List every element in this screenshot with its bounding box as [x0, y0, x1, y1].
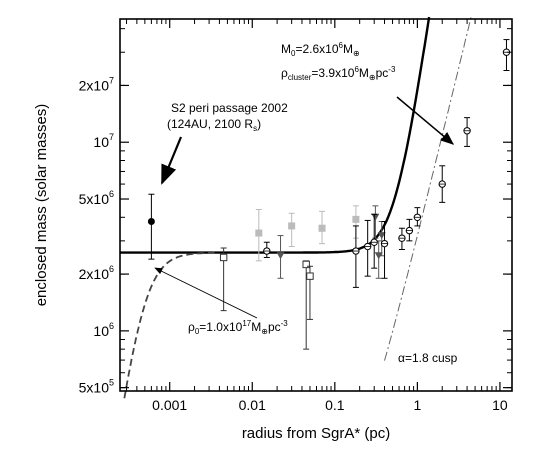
m0-label: M0=2.6x106M⊕ [281, 41, 360, 58]
core-density-annotation: ρ0=1.0x1017M⊕pc-3 [154, 267, 288, 336]
rho0-label: ρ0=1.0x1017M⊕pc-3 [188, 319, 288, 336]
s2-annotation: S2 peri passage 2002 (124AU, 2100 Rs) [160, 101, 288, 185]
fit-arrow [396, 96, 455, 145]
dense-core-curve [123, 251, 215, 399]
data-point-open-square [306, 272, 314, 280]
x-tick-label: 10 [492, 397, 508, 413]
y-tick-label: 2x106 [79, 264, 114, 282]
x-tick-label: 0.1 [325, 397, 345, 413]
x-tick-label: 0.001 [152, 397, 187, 413]
data-point-filled-square [352, 215, 360, 223]
data-points [147, 39, 511, 350]
point-mass-plus-cluster-curve [120, 16, 431, 254]
x-tick-label: 0.01 [239, 397, 266, 413]
y-tick-label: 106 [93, 321, 114, 339]
data-point-triangle [374, 252, 383, 260]
x-tick-label: 1 [413, 397, 421, 413]
s2-arrow [160, 136, 183, 185]
y-tick-label: 107 [93, 132, 114, 150]
data-point-filled-circle [147, 217, 155, 225]
rho0-arrow [154, 267, 258, 319]
s2-annotation-line1: S2 peri passage 2002 [171, 101, 288, 115]
data-point-triangle [377, 232, 386, 240]
y-tick-label: 5x106 [79, 189, 114, 207]
x-axis: 0.001 0.01 0.1 1 10 [126, 19, 508, 413]
data-point-triangle [276, 252, 285, 260]
model-curves [120, 16, 472, 399]
data-point-open-square [302, 260, 310, 269]
x-axis-title: radius from SgrA* (pc) [242, 425, 390, 442]
cusp-label: α=1.8 cusp [398, 351, 458, 365]
y-axis-title: enclosed mass (solar masses) [33, 104, 50, 307]
cusp-model-curve [384, 16, 472, 361]
rho-cluster-label: ρcluster=3.9x106M⊕pc-3 [281, 65, 396, 82]
y-axis: 5x105 106 2x106 5x106 107 2x107 [79, 28, 512, 396]
fit-parameters-annotation: M0=2.6x106M⊕ ρcluster=3.9x106M⊕pc-3 [281, 41, 455, 145]
y-tick-label: 5x105 [79, 378, 114, 396]
data-point-filled-square [318, 224, 326, 232]
s2-annotation-line2: (124AU, 2100 Rs) [167, 117, 261, 133]
y-tick-label: 2x107 [79, 75, 114, 93]
data-point-open-square [219, 253, 228, 262]
data-point-filled-square [255, 229, 263, 237]
plot-frame [119, 18, 513, 392]
data-point-filled-square [288, 222, 296, 230]
data-point-triangle [371, 213, 380, 221]
